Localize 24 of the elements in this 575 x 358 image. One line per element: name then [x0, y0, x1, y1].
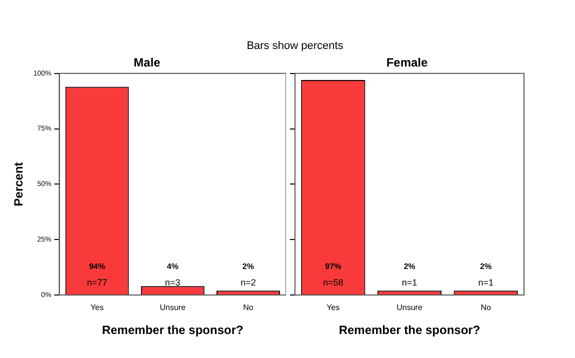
- data-label: 2%: [404, 262, 416, 272]
- x-axis-title: Remember the sponsor?: [338, 323, 480, 338]
- chart-title: Male: [134, 56, 161, 70]
- x-axis-title: Remember the sponsor?: [102, 323, 244, 338]
- data-label: 94%: [89, 262, 106, 272]
- x-tick-label: Unsure: [396, 303, 423, 312]
- annotation: n=2: [240, 277, 256, 288]
- annotation: n=58: [323, 277, 344, 288]
- annotation: n=3: [165, 277, 180, 288]
- data-label: 97%: [325, 262, 342, 272]
- x-tick-label: No: [243, 303, 254, 312]
- x-tick-label: No: [480, 303, 492, 312]
- text: Bars show percents: [246, 40, 344, 52]
- data-label: 2%: [242, 262, 254, 272]
- data-label: 4%: [166, 262, 178, 272]
- annotation: n=77: [86, 277, 108, 288]
- annotation: n=1: [402, 277, 418, 288]
- x-tick-label: Yes: [326, 303, 340, 312]
- x-tick-label: Yes: [90, 303, 104, 312]
- annotation: n=1: [478, 277, 494, 288]
- chart-title: Female: [386, 56, 428, 70]
- data-label: 2%: [480, 262, 492, 272]
- x-tick-label: Unsure: [160, 303, 186, 312]
- y-axis-title: Percent: [12, 162, 26, 206]
